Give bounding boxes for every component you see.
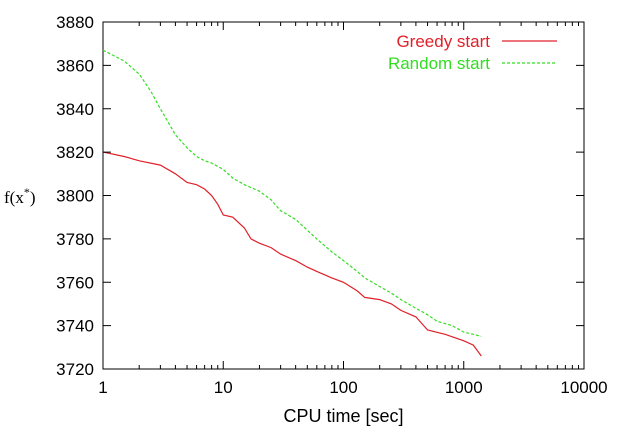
y-tick-label: 3780 (56, 230, 94, 249)
y-axis-title: f(x*) (4, 185, 36, 207)
y-tick-label: 3740 (56, 317, 94, 336)
y-axis-label: f(x*) (4, 185, 36, 207)
y-tick-label: 3800 (56, 187, 94, 206)
plot-frame (102, 21, 585, 370)
y-tick-label: 3860 (56, 56, 94, 75)
y-tick-label: 3760 (56, 273, 94, 292)
series-lines (102, 49, 482, 357)
x-tick-label: 1000 (445, 378, 483, 397)
x-tick-label: 10 (214, 378, 233, 397)
x-axis-title: CPU time [sec] (283, 406, 403, 426)
x-tick-label: 10000 (560, 378, 607, 397)
series-line-random-start (102, 49, 482, 338)
x-tick-label: 1 (98, 378, 107, 397)
series-line-greedy-start (102, 151, 482, 357)
x-tick-label: 100 (329, 378, 357, 397)
y-tick-label: 3720 (56, 360, 94, 379)
axis-ticks: 3720 3740 3760 3780 3800 3820 3840 3860 3880 1 10 1… (56, 13, 607, 397)
legend: Greedy start Random start (388, 32, 557, 73)
legend-label: Greedy start (396, 32, 490, 51)
legend-label: Random start (388, 54, 490, 73)
y-tick-label: 3880 (56, 13, 94, 32)
plot-border (102, 21, 585, 370)
y-tick-label: 3840 (56, 100, 94, 119)
y-tick-label: 3820 (56, 143, 94, 162)
